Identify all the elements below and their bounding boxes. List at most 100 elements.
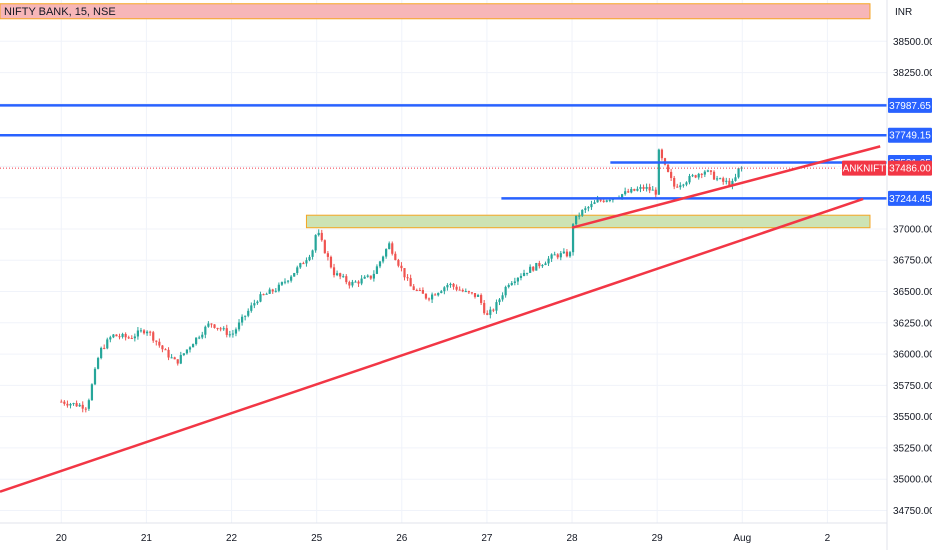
y-tick-label: 36250.00	[893, 318, 932, 329]
candle-body	[305, 260, 308, 264]
trendline[interactable]	[0, 197, 864, 493]
candle-body	[673, 177, 676, 187]
y-tick-label: 38500.00	[893, 37, 932, 48]
candle-body	[700, 173, 703, 175]
chart-title: NIFTY BANK, 15, NSE	[4, 6, 116, 18]
candle-body	[464, 291, 467, 293]
candle-body	[69, 403, 72, 406]
candle-body	[486, 313, 489, 315]
candle-body	[253, 303, 256, 306]
y-tick-label: 37000.00	[893, 224, 932, 235]
price-levels[interactable]	[0, 104, 887, 200]
candle-body	[228, 334, 231, 336]
candle-body	[596, 199, 599, 203]
candle-body	[660, 149, 664, 159]
trendlines[interactable]	[0, 145, 881, 493]
candle-body	[415, 289, 418, 291]
candle-body	[136, 330, 140, 337]
candle-body	[268, 289, 271, 294]
candle-body	[237, 322, 241, 330]
candle-body	[63, 401, 66, 404]
candle-body	[599, 199, 602, 201]
candle-body	[489, 309, 492, 315]
candle-body	[519, 275, 523, 278]
x-tick-label: Aug	[733, 533, 751, 544]
candle-body	[394, 253, 397, 261]
candle-body	[274, 290, 277, 292]
candle-body	[231, 333, 235, 335]
candle-body	[286, 280, 290, 282]
candle-body	[60, 401, 63, 403]
candle-body	[452, 283, 455, 287]
candle-body	[201, 334, 204, 338]
candle-body	[734, 177, 737, 181]
candle-body	[155, 340, 158, 342]
candle-body	[66, 403, 69, 406]
candle-body	[424, 293, 428, 299]
candle-body	[391, 243, 394, 254]
candle-body	[283, 281, 287, 283]
candle-body	[277, 284, 280, 291]
candle-body	[443, 287, 446, 292]
candle-body	[670, 171, 673, 178]
candle-body	[593, 202, 596, 204]
zone-rectangle[interactable]	[305, 214, 871, 229]
candle-body	[170, 357, 173, 359]
candle-body	[480, 295, 483, 303]
candle-body	[397, 260, 400, 266]
candle-body	[544, 263, 547, 266]
candle-body	[372, 273, 375, 279]
y-tick-label: 38250.00	[893, 68, 932, 79]
candle-body	[522, 272, 526, 276]
candle-body	[357, 281, 360, 284]
candle-body	[608, 199, 611, 201]
candle-body	[385, 249, 388, 257]
candle-body	[109, 337, 112, 340]
candle-body	[728, 180, 731, 186]
zones[interactable]	[0, 3, 871, 229]
candle-body	[296, 267, 299, 274]
candle-body	[709, 170, 713, 172]
candle-body	[712, 171, 716, 180]
candle-body	[440, 291, 443, 293]
candle-body	[78, 404, 81, 407]
candle-body	[351, 281, 354, 286]
candle-body	[571, 224, 575, 253]
candle-body	[532, 266, 535, 271]
candle-body	[706, 170, 709, 172]
candle-body	[691, 175, 694, 177]
x-tick-label: 21	[141, 533, 153, 544]
candle-body	[308, 256, 311, 261]
candle-body	[139, 330, 143, 332]
candle-body	[703, 171, 706, 175]
zone-rectangle[interactable]	[0, 3, 871, 20]
candle-body	[725, 180, 728, 182]
candle-body	[124, 333, 127, 338]
candle-body	[715, 178, 719, 180]
time-axis[interactable]: 20 21 22 25 26 27 28 29 Aug 2	[56, 533, 831, 544]
candle-body	[547, 258, 550, 264]
candle-body	[320, 232, 323, 241]
candle-body	[332, 267, 336, 276]
candle-body	[697, 173, 700, 178]
candle-body	[437, 292, 440, 296]
candle-body	[513, 281, 516, 283]
candle-body	[418, 289, 421, 291]
candle-body	[290, 276, 293, 281]
candle-body	[427, 298, 431, 300]
last-price-tag-text: 37486.00	[889, 164, 931, 175]
candle-body	[719, 178, 722, 180]
candle-body	[219, 328, 222, 330]
candle-body	[568, 252, 572, 257]
trendline[interactable]	[571, 145, 881, 229]
candle-body	[112, 334, 115, 338]
candle-body	[360, 278, 363, 284]
price-level-tag	[888, 190, 932, 206]
candle-body	[121, 333, 124, 337]
candle-body	[676, 186, 679, 188]
candle-body	[446, 285, 449, 288]
candle-body	[173, 357, 176, 360]
candle-body	[145, 331, 149, 334]
